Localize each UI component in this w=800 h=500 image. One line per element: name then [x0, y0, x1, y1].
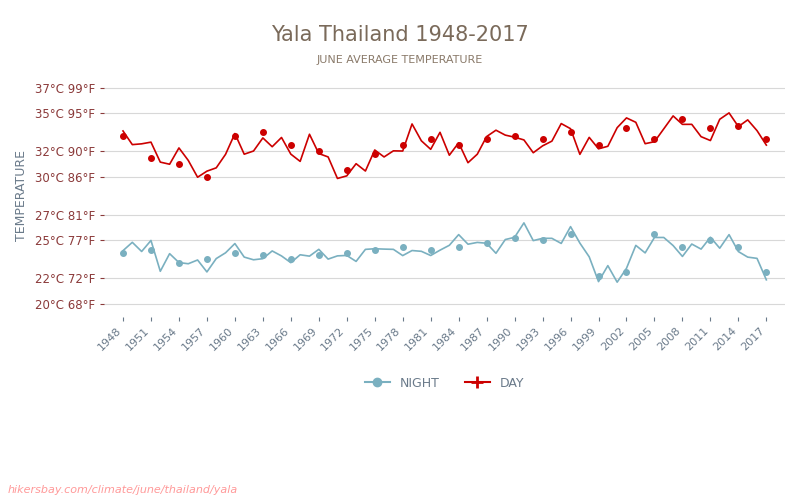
Text: hikersbay.com/climate/june/thailand/yala: hikersbay.com/climate/june/thailand/yala	[8, 485, 238, 495]
Text: JUNE AVERAGE TEMPERATURE: JUNE AVERAGE TEMPERATURE	[317, 55, 483, 65]
Legend: NIGHT, DAY: NIGHT, DAY	[360, 372, 530, 395]
Text: Yala Thailand 1948-2017: Yala Thailand 1948-2017	[271, 25, 529, 45]
Y-axis label: TEMPERATURE: TEMPERATURE	[15, 150, 28, 242]
